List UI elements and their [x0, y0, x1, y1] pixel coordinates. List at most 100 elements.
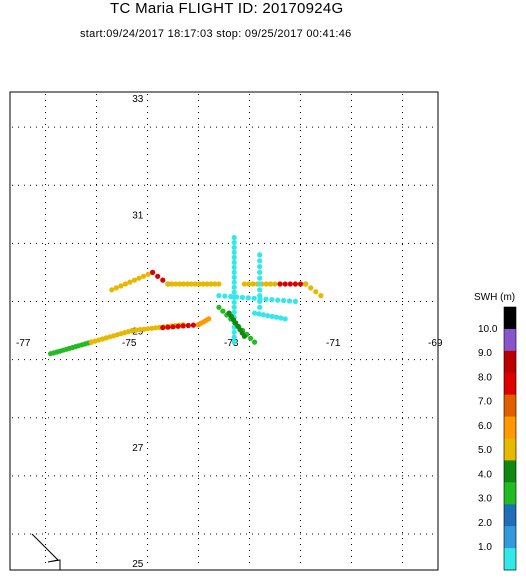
colorbar-swatch — [504, 328, 516, 352]
swh-point — [252, 339, 258, 345]
swh-point — [153, 325, 159, 331]
swh-point — [281, 297, 287, 304]
swh-point — [231, 299, 237, 305]
colorbar-swatch — [504, 548, 516, 571]
swh-point — [180, 323, 186, 329]
swh-point — [192, 281, 198, 287]
swh-point — [212, 281, 218, 287]
swh-point — [257, 252, 263, 258]
swh-point — [297, 281, 304, 287]
swh-point — [263, 281, 269, 287]
swh-point — [286, 298, 293, 304]
swh-point — [231, 304, 237, 310]
swh-point — [303, 281, 309, 287]
swh-point — [204, 281, 210, 287]
colorbar-label: 4.0 — [478, 469, 492, 480]
map-frame — [9, 91, 439, 571]
colorbar-label: 8.0 — [478, 372, 492, 383]
swh-point — [184, 281, 191, 287]
colorbar-swatch — [504, 438, 516, 461]
swh-point — [245, 295, 251, 301]
swh-point — [282, 281, 288, 287]
swh-point — [257, 287, 263, 293]
swh-point — [165, 281, 171, 287]
x-tick-label: -71 — [326, 338, 341, 349]
colorbar-swatch — [504, 416, 516, 439]
grid-lines — [12, 94, 436, 568]
swh-point — [109, 287, 115, 293]
swh-point — [231, 239, 237, 246]
swh-point — [282, 316, 288, 322]
colorbar-swatch — [504, 482, 516, 505]
swh-point — [165, 324, 171, 330]
swh-point — [160, 325, 166, 331]
swh-point — [257, 296, 263, 302]
swh-point — [231, 274, 237, 280]
swh-point — [220, 308, 226, 314]
swh-point — [170, 324, 176, 330]
swh-point — [216, 293, 222, 299]
swh-point — [234, 294, 240, 300]
swh-point — [263, 296, 269, 302]
wind-barb-icon — [31, 533, 61, 570]
swh-point — [169, 281, 175, 287]
swh-point — [231, 339, 237, 345]
swh-point — [216, 304, 222, 310]
swh-point — [173, 281, 179, 287]
swh-point — [190, 322, 196, 328]
swh-point — [246, 281, 252, 287]
x-tick-label: -73 — [224, 338, 239, 349]
swh-point — [228, 293, 234, 300]
swh-point — [185, 322, 191, 329]
swh-point — [122, 281, 128, 287]
colorbar-swatch — [504, 307, 516, 330]
x-tick-label: -75 — [122, 338, 137, 349]
colorbar-swatch — [504, 372, 516, 396]
colorbar: SWH (m) 1.0 2.0 3.0 4.0 5.0 6.0 7.0 8.0 9.0 10.0 — [474, 292, 517, 571]
swh-point — [231, 334, 237, 340]
swh-point — [231, 234, 237, 241]
swh-point — [275, 297, 281, 303]
swh-point — [231, 309, 237, 315]
swh-point — [269, 313, 275, 319]
swh-point — [129, 327, 135, 334]
swh-point — [292, 298, 298, 304]
swh-point — [278, 315, 284, 321]
swh-point — [231, 259, 237, 265]
swh-point — [241, 333, 247, 339]
swh-point — [160, 277, 166, 283]
swh-point — [268, 281, 274, 287]
swh-point — [131, 277, 138, 283]
swh-point — [216, 281, 222, 287]
swh-point — [265, 313, 271, 319]
colorbar-label: 6.0 — [478, 421, 492, 432]
colorbar-swatch — [504, 350, 516, 374]
swh-point — [318, 293, 324, 299]
swh-point — [260, 312, 266, 318]
swh-point — [252, 310, 258, 316]
swh-point — [251, 295, 257, 301]
swh-point — [292, 281, 298, 287]
swh-point — [269, 297, 275, 303]
swh-point — [231, 249, 237, 255]
swh-point — [181, 281, 187, 287]
swh-point — [140, 273, 147, 279]
y-tick-label: 31 — [132, 210, 144, 221]
swh-point — [145, 326, 151, 332]
swh-point — [127, 279, 133, 285]
swh-point — [149, 325, 155, 331]
y-tick-label: 25 — [132, 559, 144, 570]
swh-point — [257, 264, 263, 270]
swh-point — [231, 264, 237, 270]
swh-point — [231, 329, 237, 335]
swh-point — [231, 254, 237, 260]
swh-point — [118, 283, 124, 289]
swh-point — [141, 326, 147, 332]
chart-title: TC Maria FLIGHT ID: 20170924G — [110, 0, 344, 17]
swh-point — [208, 281, 214, 287]
swh-point — [257, 281, 263, 287]
swh-point — [188, 281, 194, 287]
swh-point — [231, 244, 237, 251]
swh-point — [272, 281, 278, 287]
